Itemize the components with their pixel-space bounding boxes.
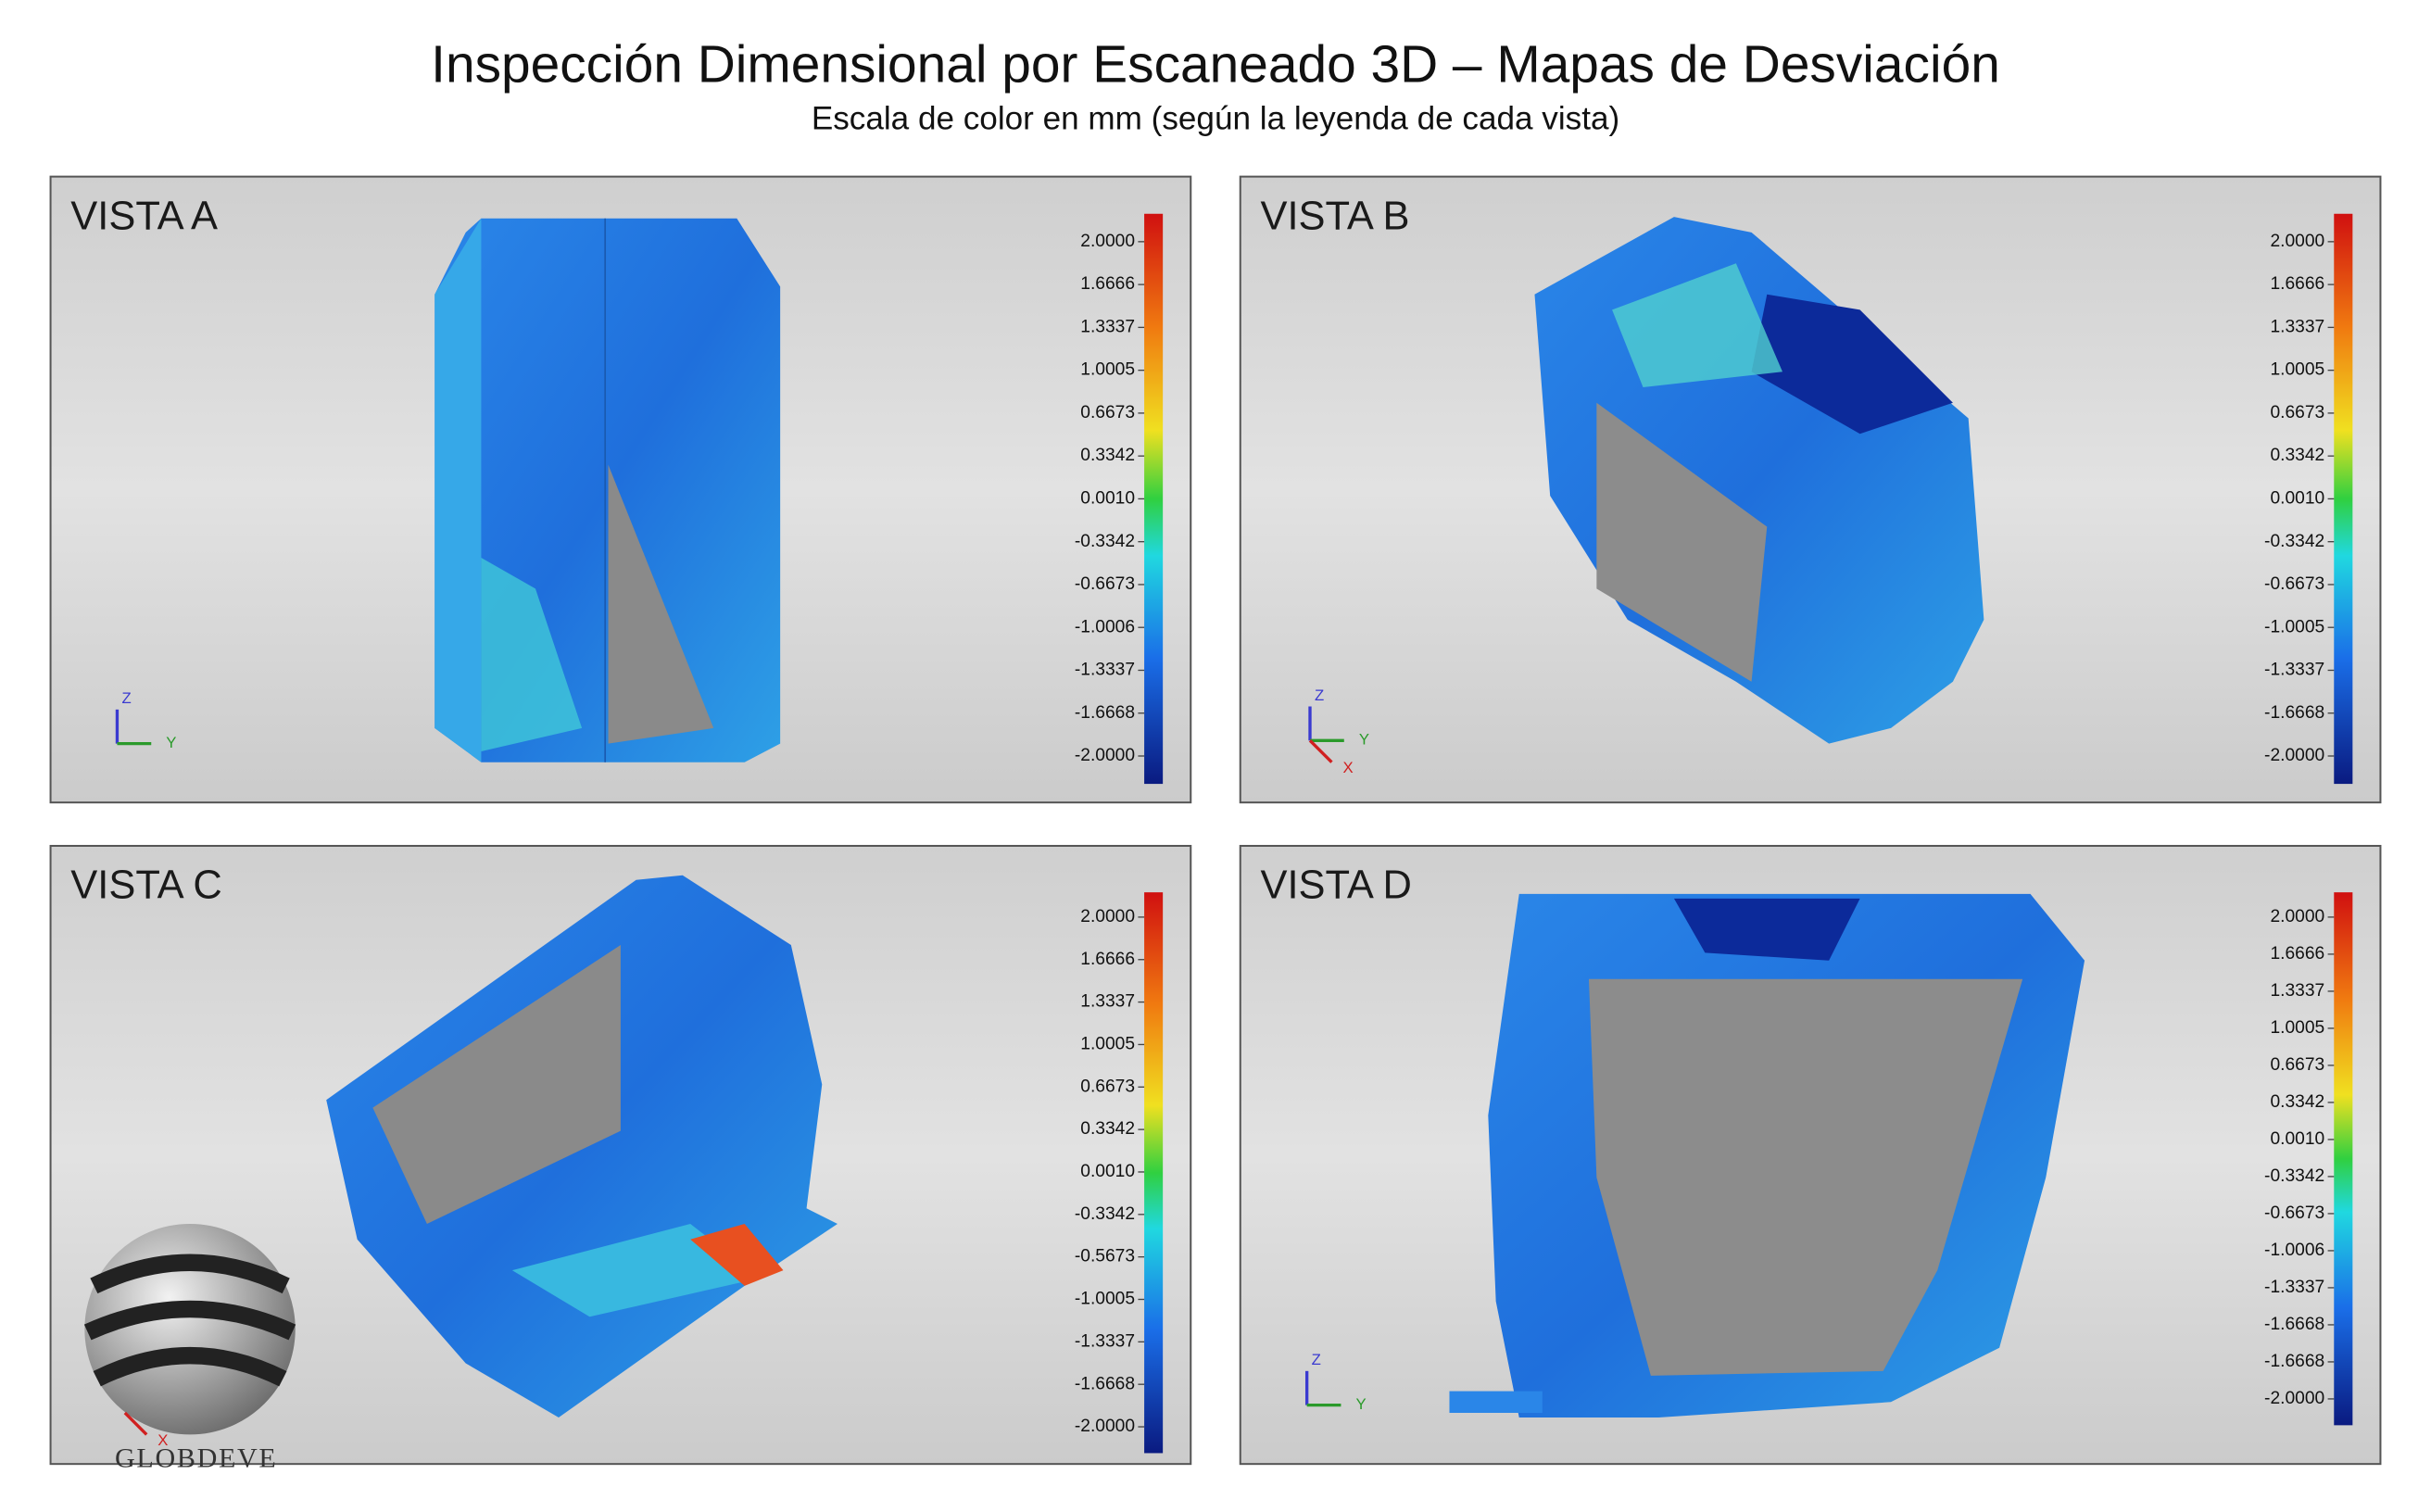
subtitle: Escala de color en mm (según la leyenda …: [812, 101, 1619, 137]
scan-hole: [1588, 978, 2023, 1376]
legend-label: -2.0000: [1075, 746, 1135, 765]
legend-label: 1.6666: [1080, 274, 1135, 294]
legend-label: 0.3342: [2270, 446, 2324, 465]
legend-label: -1.3337: [2264, 661, 2324, 680]
axis-label: X: [1342, 759, 1353, 776]
axis-arrow: [1308, 739, 1333, 763]
scan-tab: [1449, 1391, 1543, 1413]
color-scale: [1144, 213, 1164, 785]
view-label: VISTA D: [1260, 863, 1411, 908]
legend-label: -0.3342: [2264, 1166, 2324, 1186]
legend-label: 2.0000: [2270, 907, 2324, 926]
legend-label: -0.3342: [1075, 1204, 1135, 1224]
legend-label: -2.0000: [2264, 1389, 2324, 1408]
legend-label: -1.3337: [1075, 1331, 1135, 1351]
legend-label: 0.6673: [1080, 1077, 1135, 1096]
scan-hole: [608, 464, 714, 744]
legend-label: 0.6673: [2270, 1055, 2324, 1075]
legend-label: 1.0005: [1080, 360, 1135, 380]
legend-label: 1.0005: [1080, 1035, 1135, 1054]
axis-label: Y: [1359, 731, 1369, 749]
legend-label: -1.3337: [1075, 661, 1135, 680]
legend-label: -0.6673: [2264, 1203, 2324, 1223]
legend-label: 0.3342: [2270, 1092, 2324, 1112]
color-scale: [2334, 892, 2353, 1426]
legend-label: 1.0005: [2270, 1018, 2324, 1038]
legend-label: 1.3337: [1080, 992, 1135, 1012]
color-scale: [2334, 213, 2353, 785]
legend-label: -1.0006: [1075, 617, 1135, 636]
legend-label: 2.0000: [1080, 232, 1135, 251]
panels: GLOBDEVE: [49, 175, 2382, 1474]
legend-label: -0.6673: [1075, 574, 1135, 594]
legend-label: -2.0000: [1075, 1417, 1135, 1436]
color-scale: [1144, 892, 1164, 1454]
legend-label: -1.0005: [1075, 1290, 1135, 1309]
legend-label: 0.6673: [2270, 403, 2324, 422]
axis-label: X: [157, 1431, 168, 1449]
view-label: VISTA B: [1260, 194, 1409, 238]
axis-label: Y: [1355, 1395, 1366, 1413]
scan-hole: [372, 945, 621, 1224]
overlay: VISTA A 2.0000 1.6666 1.3337 1.0005 0.6673 0.3…: [70, 194, 2353, 1454]
axis-arrow: [123, 1411, 148, 1436]
legend-label: 0.0010: [1080, 489, 1135, 509]
legend-label: 0.0010: [1080, 1162, 1135, 1181]
legend-label: 1.0005: [2270, 360, 2324, 380]
view-label: VISTA A: [70, 194, 218, 238]
axis-label: Z: [1315, 687, 1324, 704]
legend-label: -1.0005: [2264, 617, 2324, 636]
scan-hole: [1596, 402, 1768, 682]
axis-label: Z: [1312, 1351, 1321, 1368]
legend-label: 1.3337: [1080, 317, 1135, 336]
legend-label: 0.3342: [1080, 1119, 1135, 1139]
legend-label: 2.0000: [2270, 232, 2324, 251]
legend-label: -1.3337: [2264, 1278, 2324, 1297]
legend-label: -0.3342: [2264, 532, 2324, 551]
legend-label: 0.3342: [1080, 446, 1135, 465]
title: Inspección Dimensional por Escaneado 3D …: [431, 36, 2000, 94]
legend-label: -2.0000: [2264, 746, 2324, 765]
deviation-patch: [1751, 294, 1953, 435]
legend-label: 0.6673: [1080, 403, 1135, 422]
deviation-patch: [1612, 263, 1782, 388]
legend-label: 0.0010: [2270, 489, 2324, 509]
legend-label: -1.6668: [2264, 1352, 2324, 1371]
deviation-patch: [1673, 898, 1860, 961]
logo-stripes: [83, 1254, 296, 1387]
legend-label: 1.6666: [1080, 950, 1135, 969]
deviation-patch: [511, 1223, 761, 1317]
legend-label: -1.6668: [1075, 1374, 1135, 1393]
legend-label: -0.6673: [2264, 574, 2324, 594]
legend-label: 2.0000: [1080, 907, 1135, 926]
legend-label: 1.6666: [2270, 944, 2324, 964]
legend-label: 0.0010: [2270, 1129, 2324, 1149]
legend-label: -1.0006: [2264, 1241, 2324, 1260]
legend-label: -1.6668: [1075, 703, 1135, 723]
scan-side: [435, 218, 482, 762]
axis-label: Z: [121, 689, 131, 707]
legend-label: -1.6668: [2264, 1315, 2324, 1334]
legend-label: 1.3337: [2270, 317, 2324, 336]
legend-label: -1.6668: [2264, 703, 2324, 723]
deviation-patch: [481, 557, 583, 751]
legend-label: -0.5673: [1075, 1247, 1135, 1266]
legend-label: 1.3337: [2270, 981, 2324, 1001]
deviation-patch: [690, 1223, 784, 1286]
legend-label: -0.3342: [1075, 532, 1135, 551]
logo-text: GLOBDEVE: [115, 1443, 277, 1474]
view-label: VISTA C: [70, 863, 221, 908]
legend-label: 1.6666: [2270, 274, 2324, 294]
axis-label: Y: [166, 734, 176, 751]
